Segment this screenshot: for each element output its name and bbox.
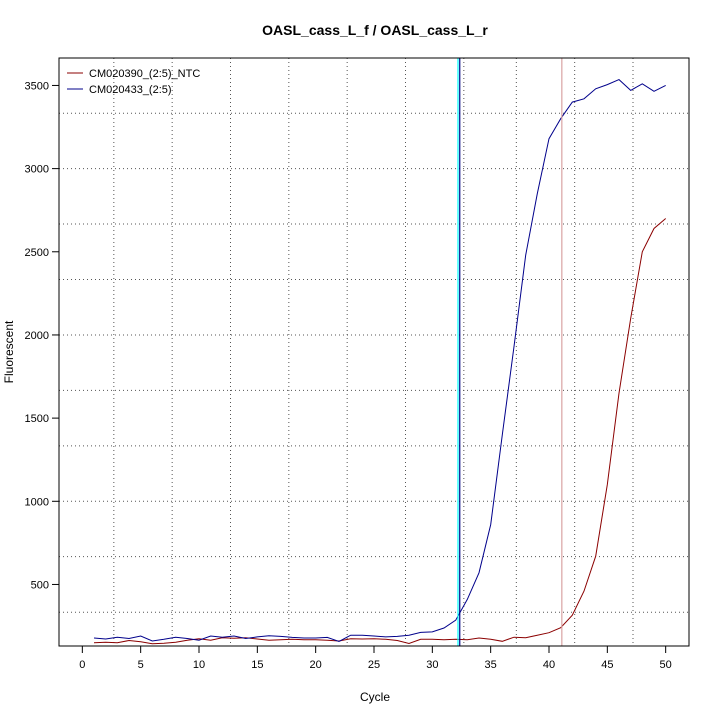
x-tick-label: 30: [426, 659, 438, 671]
x-axis-label: Cycle: [360, 690, 390, 704]
y-tick-label: 2500: [25, 247, 49, 259]
y-tick-label: 3500: [25, 80, 49, 92]
y-axis-label: Fluorescent: [2, 320, 16, 383]
x-tick-label: 5: [138, 659, 144, 671]
series-layer: [93, 79, 667, 645]
x-tick-label: 0: [79, 659, 85, 671]
y-tick-label: 2000: [25, 330, 49, 342]
y-tick-label: 3000: [25, 164, 49, 176]
x-tick-label: 20: [310, 659, 322, 671]
series-line-1: [93, 218, 667, 645]
vertical-markers: [457, 58, 563, 646]
x-tick-label: 25: [368, 659, 380, 671]
x-tick-label: 50: [660, 659, 672, 671]
y-tick-label: 1000: [25, 496, 49, 508]
x-tick-label: 45: [601, 659, 613, 671]
y-tick-label: 1500: [25, 413, 49, 425]
legend-entry-2: CM020433_(2:5): [89, 84, 172, 96]
legend: CM020390_(2:5)_NTC CM020433_(2:5): [67, 68, 200, 96]
x-tick-label: 35: [485, 659, 497, 671]
grid: [59, 58, 689, 646]
x-tick-label: 40: [543, 659, 555, 671]
x-tick-label: 15: [251, 659, 263, 671]
x-tick-label: 10: [193, 659, 205, 671]
y-tick-label: 500: [31, 579, 49, 591]
axes: 0 5 10 15 20 25 30 35 40 45 50 500 1000 1500 2000 2500 3…: [25, 80, 672, 671]
legend-entry-1: CM020390_(2:5)_NTC: [89, 68, 200, 80]
chart-title: OASL_cass_L_f / OASL_cass_L_r: [262, 22, 488, 38]
series-line-2: [93, 79, 666, 643]
